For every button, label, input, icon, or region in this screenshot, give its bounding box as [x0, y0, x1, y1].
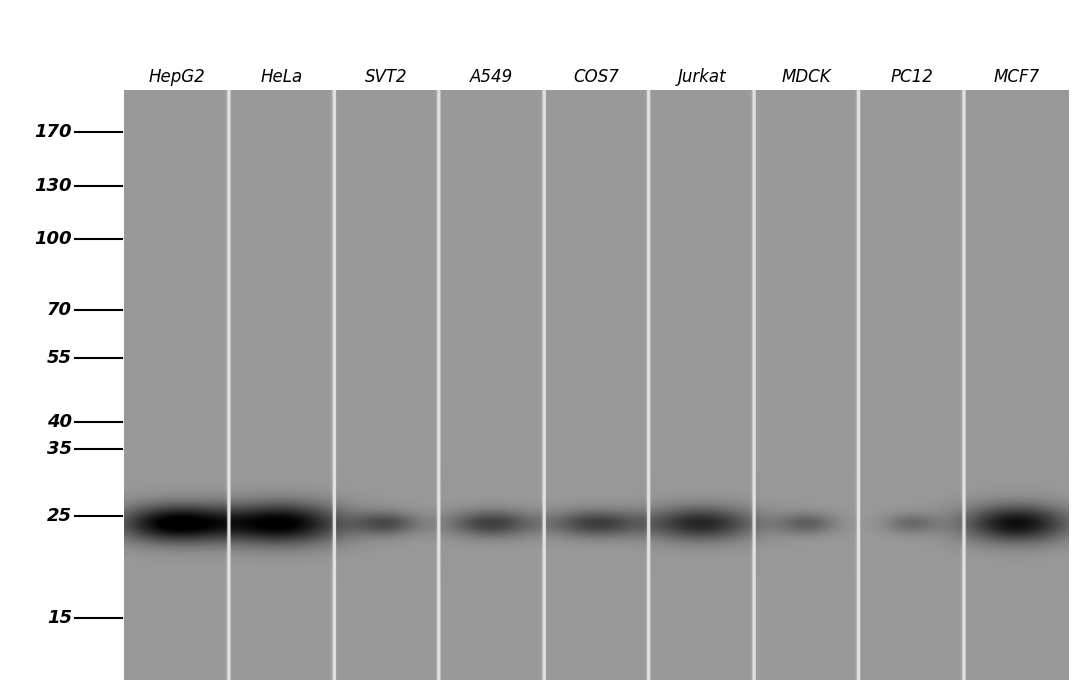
- Text: 40: 40: [48, 413, 72, 431]
- Text: 25: 25: [48, 507, 72, 525]
- Text: 100: 100: [35, 230, 72, 248]
- Text: 170: 170: [35, 124, 72, 142]
- Text: SVT2: SVT2: [365, 68, 408, 86]
- Text: COS7: COS7: [573, 68, 620, 86]
- Text: 130: 130: [35, 177, 72, 195]
- Text: A549: A549: [470, 68, 513, 86]
- Text: HeLa: HeLa: [260, 68, 302, 86]
- Text: 55: 55: [48, 349, 72, 367]
- Text: HepG2: HepG2: [148, 68, 205, 86]
- Text: Jurkat: Jurkat: [677, 68, 726, 86]
- Text: MDCK: MDCK: [782, 68, 832, 86]
- Text: PC12: PC12: [890, 68, 933, 86]
- Text: 35: 35: [48, 439, 72, 457]
- Text: MCF7: MCF7: [994, 68, 1040, 86]
- Text: 70: 70: [48, 301, 72, 319]
- Text: 15: 15: [48, 609, 72, 627]
